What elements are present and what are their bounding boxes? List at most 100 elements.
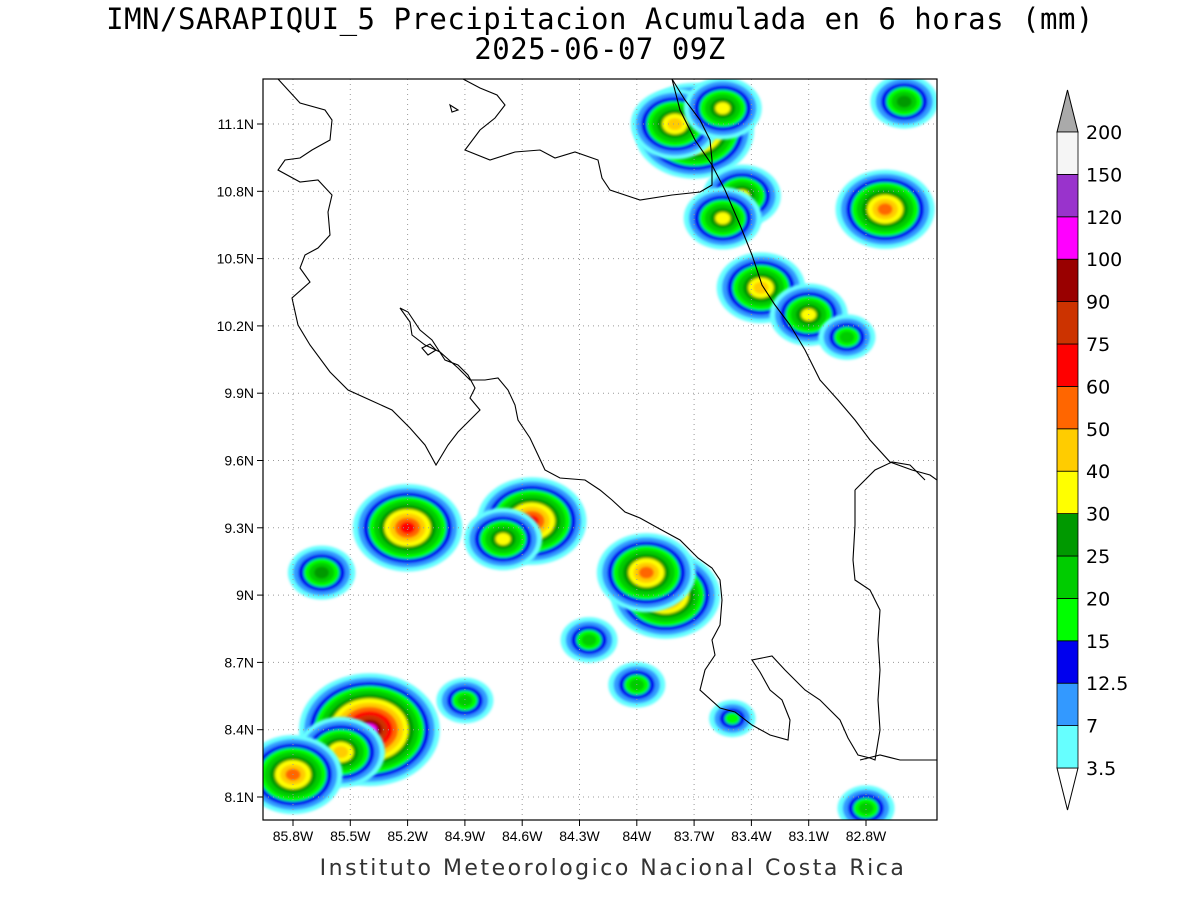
lat-tick-label: 10.5N — [217, 251, 254, 267]
lat-tick-label: 9.3N — [224, 520, 254, 536]
precip-cell — [818, 314, 876, 360]
chart-title: IMN/SARAPIQUI_5 Precipitacion Acumulada … — [106, 2, 1094, 36]
chart-subtitle: 2025-06-07 09Z — [474, 32, 726, 66]
precip-contour — [724, 712, 740, 725]
precip-contour — [858, 802, 874, 815]
panama-coast — [859, 754, 937, 761]
panama-border — [852, 461, 926, 761]
colorbar-label: 150 — [1086, 164, 1122, 186]
colorbar-label: 15 — [1086, 631, 1110, 653]
precip-cell — [709, 699, 756, 738]
precip-contour — [877, 203, 893, 216]
lat-tick-label: 11.1N — [218, 116, 254, 132]
precip-cell — [870, 79, 937, 129]
colorbar-segment — [1056, 513, 1079, 557]
colorbar-label: 60 — [1086, 376, 1110, 398]
latitude-axis: 11.1N 10.8N 10.5N 10.2N 9.9N 9.6N 9.3N 9N 8.7N 8.… — [217, 116, 263, 805]
colorbar-segment — [1056, 725, 1079, 769]
colorbar-label: 50 — [1086, 419, 1110, 441]
colorbar-label: 40 — [1086, 461, 1110, 483]
precip-contour — [715, 212, 731, 225]
pacific-coast-north — [277, 79, 871, 759]
lat-tick-label: 8.7N — [224, 654, 254, 670]
precip-contour — [314, 566, 330, 579]
precip-contour — [715, 102, 731, 115]
lon-tick-label: 82.8W — [846, 828, 887, 844]
lat-tick-label: 10.2N — [217, 318, 254, 334]
lon-tick-label: 85.2W — [387, 828, 428, 844]
lat-tick-label: 9N — [236, 587, 254, 603]
lon-tick-label: 83.7W — [674, 828, 715, 844]
precip-contour — [333, 746, 349, 759]
precip-contour — [581, 633, 597, 646]
precip-contour — [495, 533, 511, 546]
lat-tick-label: 9.6N — [224, 453, 254, 469]
lat-tick-label: 8.4N — [224, 722, 254, 738]
colorbar-label: 100 — [1086, 249, 1122, 271]
colorbar: 3.5 7 12.5 15 20 25 30 40 50 60 75 90 100 120 150 200 — [1056, 89, 1128, 811]
precip-cell — [436, 677, 494, 724]
precip-contour — [400, 521, 416, 534]
lon-tick-label: 84.6W — [502, 828, 543, 844]
precip-contour — [896, 95, 912, 108]
coastlines — [277, 79, 937, 761]
precip-cell — [352, 484, 463, 572]
colorbar-label: 200 — [1086, 122, 1122, 144]
lat-tick-label: 9.9N — [224, 385, 254, 401]
colorbar-label: 30 — [1086, 504, 1110, 526]
lon-tick-label: 84W — [622, 828, 652, 844]
colorbar-label: 7 — [1086, 716, 1098, 738]
lon-tick-label: 85.5W — [330, 828, 371, 844]
colorbar-segment — [1056, 385, 1079, 430]
precip-contour — [839, 331, 855, 344]
precip-contour — [457, 694, 473, 707]
caribbean-coast — [671, 79, 937, 481]
precip-cell — [287, 545, 356, 600]
longitude-axis: 85.8W 85.5W 85.2W 84.9W 84.6W 84.3W 84W 83.7W 83… — [273, 820, 887, 844]
colorbar-segment — [1056, 131, 1079, 175]
colorbar-segment — [1056, 555, 1079, 599]
colorbar-label: 75 — [1086, 334, 1110, 356]
lat-tick-label: 10.8N — [217, 183, 254, 199]
precip-cell — [560, 617, 618, 663]
colorbar-segment — [1056, 428, 1079, 472]
colorbar-label: 90 — [1086, 292, 1110, 314]
colorbar-label: 20 — [1086, 588, 1110, 610]
map-grid — [263, 79, 937, 820]
precip-cell — [596, 533, 696, 613]
colorbar-segment — [1056, 173, 1079, 218]
precip-cell — [263, 734, 343, 815]
colorbar-segment — [1056, 301, 1079, 345]
colorbar-over-arrow — [1056, 89, 1079, 133]
colorbar-segment — [1056, 258, 1079, 303]
plot-frame — [262, 78, 938, 821]
precipitation-field — [263, 79, 937, 820]
credit-text: Instituto Meteorologico Nacional Costa R… — [319, 856, 907, 881]
nicaragua-coast — [449, 103, 460, 113]
precip-cell — [835, 169, 935, 249]
nicoya-island — [421, 343, 437, 356]
colorbar-label: 120 — [1086, 207, 1122, 229]
colorbar-under-arrow — [1056, 767, 1079, 811]
lon-tick-label: 83.1W — [788, 828, 829, 844]
lon-tick-label: 85.8W — [273, 828, 314, 844]
precip-cell — [683, 187, 762, 250]
lat-tick-label: 8.1N — [224, 789, 254, 805]
colorbar-segment — [1056, 470, 1079, 515]
lon-tick-label: 84.9W — [445, 828, 486, 844]
colorbar-segment — [1056, 216, 1079, 260]
precip-cell — [464, 507, 543, 571]
precip-cell — [683, 79, 762, 140]
colorbar-segment — [1056, 343, 1079, 387]
colorbar-label: 3.5 — [1086, 758, 1116, 780]
colorbar-label: 12.5 — [1086, 673, 1128, 695]
precip-contour — [753, 281, 769, 294]
colorbar-segment — [1056, 640, 1079, 684]
nicaragua-border — [462, 79, 713, 201]
lon-tick-label: 83.4W — [731, 828, 772, 844]
precip-contour — [638, 566, 654, 579]
colorbar-segment — [1056, 598, 1079, 642]
lon-tick-label: 84.3W — [559, 828, 600, 844]
precip-contour — [667, 118, 683, 130]
